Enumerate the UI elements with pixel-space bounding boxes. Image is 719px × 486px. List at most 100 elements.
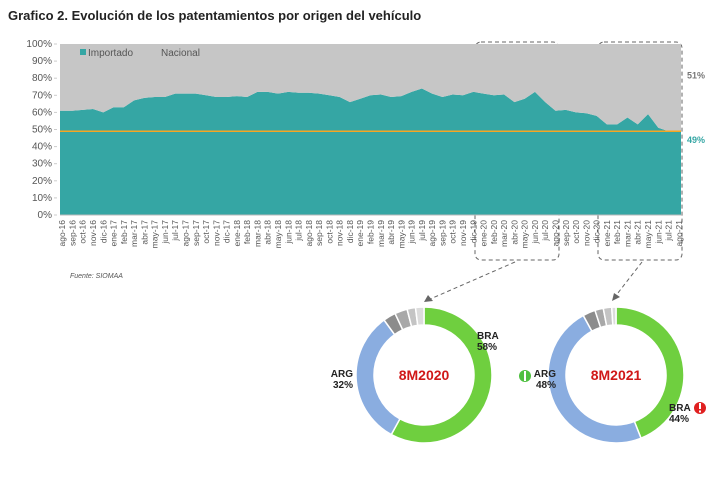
x-tick-label: abr-21 (633, 220, 643, 245)
x-tick-label: ago-18 (304, 220, 314, 247)
x-tick-label: jun-18 (283, 220, 293, 245)
y-tick-label: 20% (32, 176, 52, 187)
x-tick-label: sep-19 (437, 220, 447, 246)
x-tick-label: feb-21 (612, 220, 622, 244)
x-tick-label: dic-17 (222, 220, 232, 243)
x-tick-label: may-19 (396, 220, 406, 249)
x-tick-label: jun-20 (530, 220, 540, 245)
arrow-head (612, 293, 620, 301)
x-tick-label: sep-17 (191, 220, 201, 246)
y-tick-label: 80% (32, 73, 52, 84)
x-tick-label: ene-18 (232, 220, 242, 247)
x-tick-label: mar-20 (499, 220, 509, 247)
x-tick-label: jul-20 (540, 220, 550, 242)
source-note: Fuente: SIOMAA (70, 273, 123, 280)
y-tick-label: 70% (32, 90, 52, 101)
end-label: 51% (687, 70, 705, 80)
y-tick-label: 90% (32, 56, 52, 67)
donut-slice (610, 306, 617, 326)
x-tick-label: mar-18 (252, 220, 262, 247)
legend-swatch (80, 49, 86, 55)
y-tick-label: 0% (38, 210, 53, 221)
arrow (613, 261, 643, 299)
x-tick-label: may-20 (520, 220, 530, 249)
x-tick-label: may-21 (643, 220, 653, 249)
y-tick-label: 100% (26, 39, 52, 50)
y-tick-label: 30% (32, 159, 52, 170)
x-tick-label: dic-20 (592, 220, 602, 243)
donut-category-label: ARG (331, 369, 353, 380)
donut-category-label: ARG (534, 369, 556, 380)
x-tick-label: dic-16 (98, 220, 108, 243)
x-tick-label: feb-17 (119, 220, 129, 244)
x-tick-label: feb-19 (366, 220, 376, 244)
x-tick-label: abr-17 (139, 220, 149, 245)
y-tick-label: 40% (32, 142, 52, 153)
alert-icon-mark (699, 410, 701, 413)
alert-icon-mark (524, 371, 526, 381)
x-tick-label: nov-19 (458, 220, 468, 246)
x-tick-label: ago-20 (551, 220, 561, 247)
x-tick-label: nov-18 (335, 220, 345, 246)
x-tick-label: oct-16 (78, 220, 88, 244)
alert-icon-mark (699, 403, 701, 409)
legend-swatch (153, 49, 159, 55)
x-tick-label: ene-19 (355, 220, 365, 247)
donut-value-label: 32% (333, 380, 353, 391)
x-tick-label: oct-20 (571, 220, 581, 244)
x-tick-label: sep-16 (67, 220, 77, 246)
donut-category-label: BRA (669, 403, 691, 414)
x-tick-label: feb-18 (242, 220, 252, 244)
donut-center-label: 8M2020 (399, 367, 450, 383)
donut-center-label: 8M2021 (591, 367, 642, 383)
donut-slice (355, 318, 401, 436)
x-tick-label: ene-17 (109, 220, 119, 247)
x-tick-label: sep-20 (561, 220, 571, 246)
x-tick-label: mar-17 (129, 220, 139, 247)
x-tick-label: ago-19 (427, 220, 437, 247)
y-tick-label: 10% (32, 193, 52, 204)
legend-label: Importado (88, 48, 133, 59)
x-tick-label: ago-16 (57, 220, 67, 247)
end-label: 49% (687, 135, 705, 145)
x-tick-label: jun-19 (407, 220, 417, 245)
area (60, 88, 681, 215)
y-tick-label: 50% (32, 125, 52, 136)
donut-value-label: 58% (477, 342, 497, 353)
arrow (427, 261, 516, 301)
x-tick-label: ago-21 (674, 220, 684, 247)
x-tick-label: feb-20 (489, 220, 499, 244)
x-tick-label: may-17 (150, 220, 160, 249)
x-tick-label: jul-17 (170, 220, 180, 242)
x-tick-label: oct-17 (201, 220, 211, 244)
x-tick-label: oct-18 (324, 220, 334, 244)
donut-value-label: 48% (536, 380, 556, 391)
x-tick-label: jul-18 (294, 220, 304, 242)
x-tick-label: sep-18 (314, 220, 324, 246)
x-tick-label: abr-20 (509, 220, 519, 245)
x-tick-label: nov-17 (211, 220, 221, 246)
x-tick-label: jul-19 (417, 220, 427, 242)
area (60, 44, 681, 132)
alert-icon (519, 370, 706, 414)
x-tick-label: mar-21 (622, 220, 632, 247)
x-tick-label: ago-17 (180, 220, 190, 247)
y-tick-label: 60% (32, 107, 52, 118)
arrow-head (424, 295, 433, 302)
x-tick-label: may-18 (273, 220, 283, 249)
donut-slice (414, 306, 425, 327)
donut-slice (390, 306, 493, 444)
highlight-box (597, 41, 683, 261)
x-tick-label: dic-18 (345, 220, 355, 243)
x-tick-label: abr-19 (386, 220, 396, 245)
donut-value-label: 44% (669, 414, 689, 425)
x-tick-label: dic-19 (468, 220, 478, 243)
x-tick-label: ene-21 (602, 220, 612, 247)
x-tick-label: mar-19 (376, 220, 386, 247)
x-tick-label: jul-21 (664, 220, 674, 242)
donut-category-label: BRA (477, 331, 499, 342)
chart-title: Grafico 2. Evolución de los patentamient… (8, 8, 421, 23)
x-tick-label: abr-18 (263, 220, 273, 245)
x-tick-label: jun-17 (160, 220, 170, 245)
